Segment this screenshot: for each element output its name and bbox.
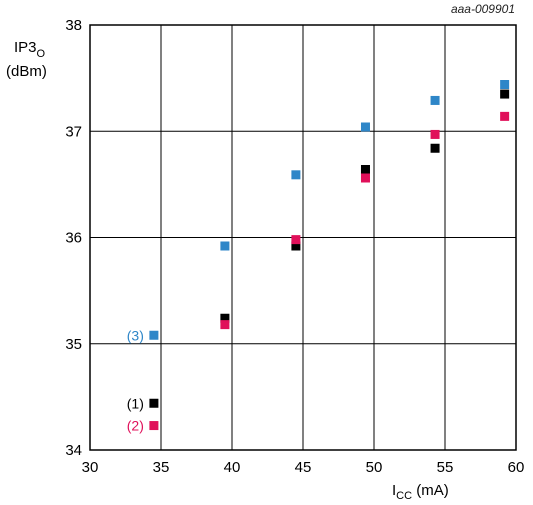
data-point: [500, 111, 510, 121]
x-tick-label: 55: [437, 459, 454, 476]
x-tick-label: 50: [366, 459, 383, 476]
data-point: [430, 95, 440, 105]
grid: [90, 25, 516, 450]
data-point: [149, 421, 159, 431]
data-point: [360, 173, 370, 183]
x-axis-label-main: I: [392, 482, 396, 499]
x-tick-label: 30: [82, 459, 99, 476]
data-point: [360, 122, 370, 132]
x-tick-label: 60: [508, 459, 525, 476]
x-tick-label: 35: [153, 459, 170, 476]
data-point: [500, 80, 510, 89]
x-tick-label: 45: [295, 459, 312, 476]
plot-frame: [89, 24, 517, 451]
series-label: (3): [127, 327, 144, 343]
data-point: [291, 235, 301, 245]
y-tick-label: 34: [65, 442, 82, 459]
x-axis-label-unit: (mA): [412, 482, 449, 499]
y-axis-label: IP3O: [14, 39, 46, 60]
data-points: [149, 80, 510, 431]
data-point: [291, 170, 301, 180]
data-point: [500, 89, 510, 99]
x-axis-label-sub: CC: [396, 490, 412, 500]
data-point: [291, 241, 301, 251]
data-point: [430, 129, 440, 139]
x-tick-label: 40: [224, 459, 241, 476]
y-axis-label-main: IP3: [14, 39, 37, 56]
data-point: [220, 320, 230, 330]
figure-id: aaa-009901: [451, 2, 515, 16]
x-axis-label: ICC (mA): [392, 482, 449, 500]
data-point: [360, 165, 370, 174]
y-tick-label: 35: [65, 336, 82, 353]
data-point: [220, 313, 230, 323]
tick-labels: 30 35 40 45 50 55 60 34 35 36 37 38: [65, 17, 524, 476]
data-point: [220, 241, 230, 251]
y-axis-label-sub: O: [37, 48, 46, 60]
data-point: [149, 330, 159, 340]
series-labels: (1) (2) (3): [127, 327, 144, 433]
y-axis-unit: (dBm): [6, 63, 47, 80]
data-point: [430, 143, 440, 153]
y-tick-label: 36: [65, 230, 82, 247]
series-label: (1): [127, 395, 144, 411]
data-point: [149, 398, 159, 408]
y-tick-label: 37: [65, 123, 82, 140]
series-label: (2): [127, 418, 144, 434]
y-tick-label: 38: [65, 17, 82, 34]
plot-border: [89, 24, 517, 451]
